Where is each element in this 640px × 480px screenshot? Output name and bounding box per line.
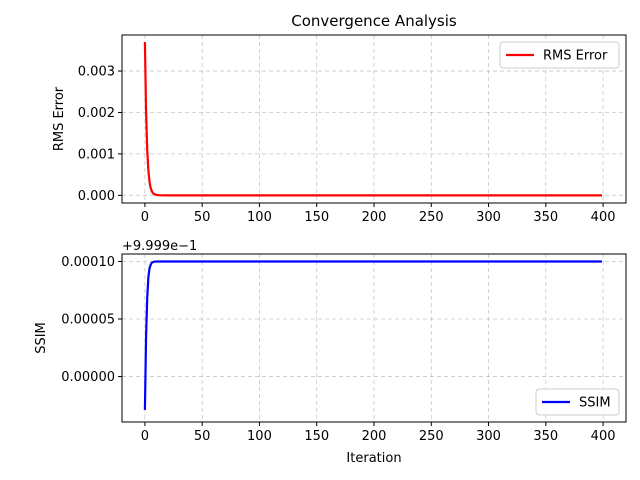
legend-box (535, 388, 620, 416)
x-tick-label: 250 (419, 429, 444, 444)
y-tick-label: 0.00005 (61, 313, 115, 328)
legend-label: RMS Error (543, 49, 608, 64)
x-tick-label: 50 (194, 210, 211, 225)
x-tick-label: 300 (476, 429, 501, 444)
chart-1: 0 50 100 150 200 250 300 350 400 0.000 0.001 0.002 0… (52, 12, 627, 225)
series-line-rms-error (143, 42, 602, 197)
x-tick-label: 200 (362, 210, 387, 225)
x-tick-label: 100 (247, 210, 272, 225)
x-tick-label: 50 (194, 429, 211, 444)
x-tick-label: 150 (304, 210, 329, 225)
x-tick-label: 0 (141, 429, 149, 444)
x-tick-label: 300 (476, 210, 501, 225)
x-tick-label: 150 (304, 429, 329, 444)
legend-box (499, 41, 620, 69)
x-tick-label: 100 (247, 429, 272, 444)
legend-label: SSIM (579, 396, 611, 411)
y-tick-label: 0.00010 (61, 255, 115, 270)
legend: RMS Error (499, 41, 620, 69)
x-axis-label: Iteration (346, 451, 401, 466)
y-tick-label: 0.00000 (61, 370, 115, 385)
y-axis-label: SSIM (34, 322, 49, 354)
x-tick-label: 400 (591, 429, 616, 444)
x-tick-label: 350 (533, 210, 558, 225)
chart-title: Convergence Analysis (291, 12, 457, 30)
x-tick-label: 250 (419, 210, 444, 225)
y-tick-label: 0.000 (78, 189, 115, 204)
offset-label: +9.999e−1 (122, 239, 197, 254)
y-tick-label: 0.003 (78, 65, 115, 80)
y-axis-label: RMS Error (52, 86, 67, 151)
series-line-ssim (143, 260, 602, 410)
y-tick-label: 0.002 (78, 106, 115, 121)
y-tick-label: 0.001 (78, 147, 115, 162)
x-tick-label: 400 (591, 210, 616, 225)
chart-2: 0 50 100 150 200 250 300 350 400 0.00000 0.00005 0.… (34, 239, 627, 466)
x-tick-label: 0 (141, 210, 149, 225)
x-tick-label: 200 (362, 429, 387, 444)
legend: SSIM (535, 388, 620, 416)
x-tick-label: 350 (533, 429, 558, 444)
